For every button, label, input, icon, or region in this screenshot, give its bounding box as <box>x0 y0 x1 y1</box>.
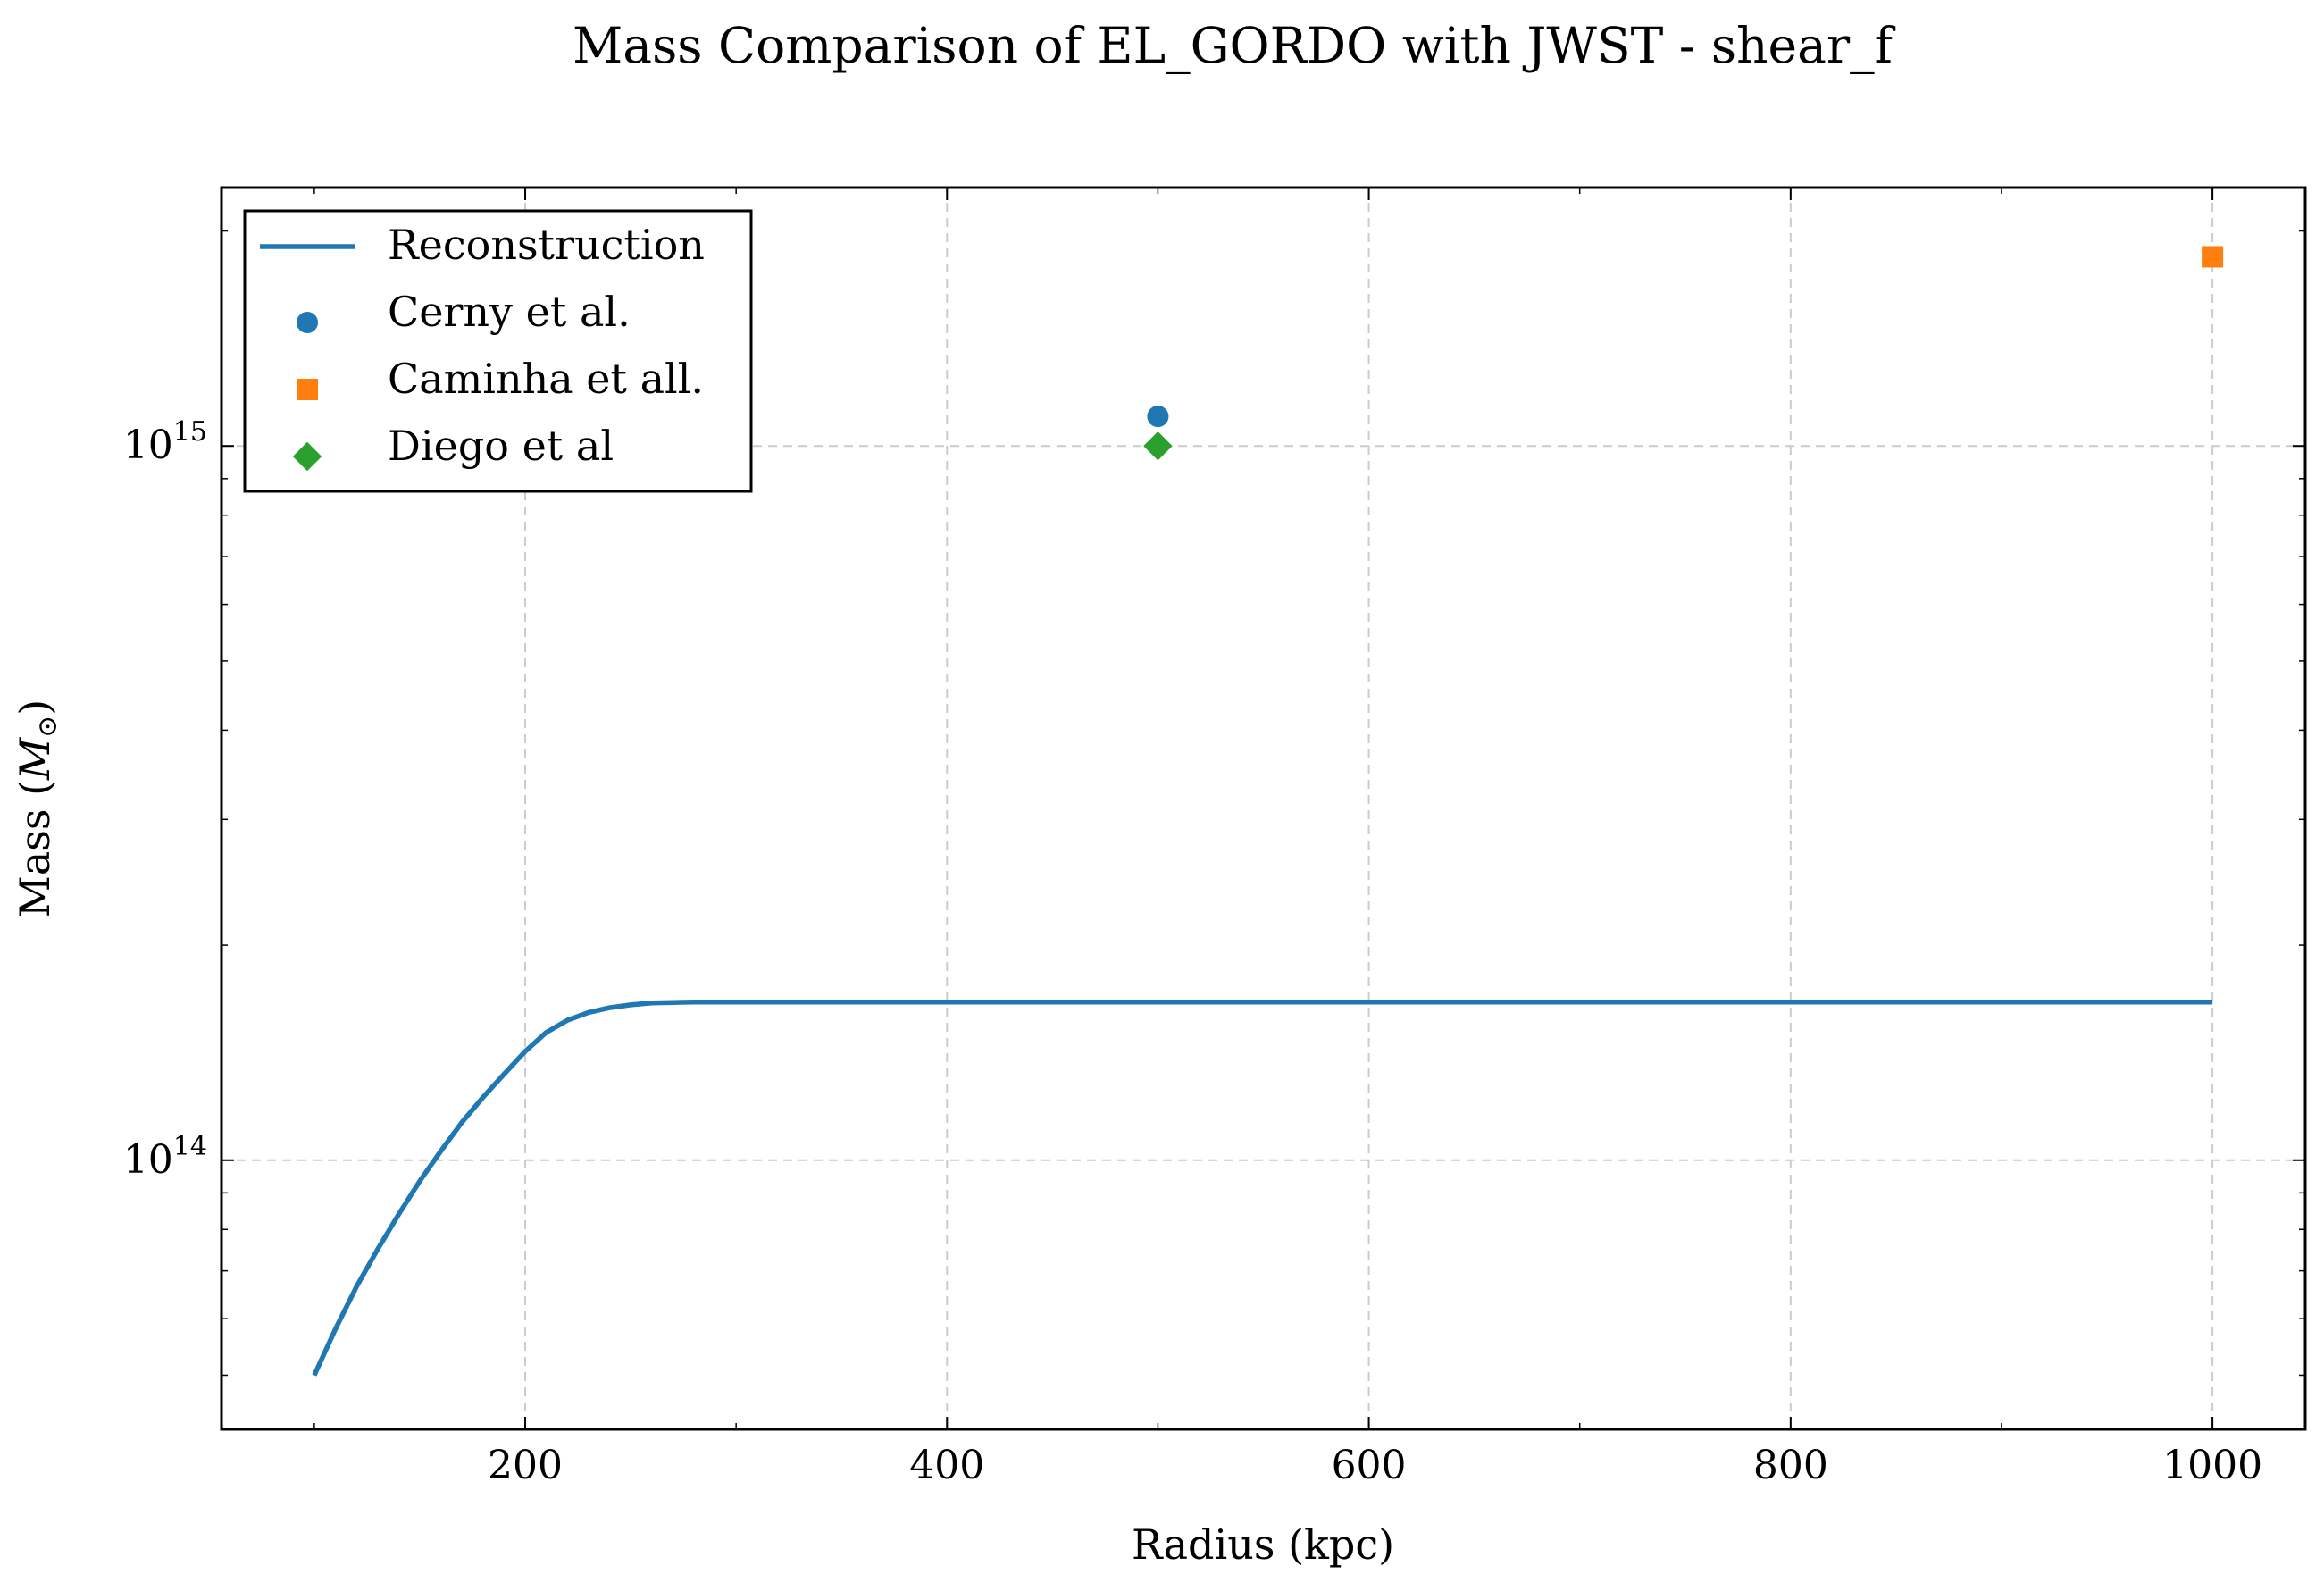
legend-swatch-square <box>297 379 318 400</box>
y-axis-label-text: Mass ( <box>11 780 59 917</box>
legend: Reconstruction Cerny et al. Caminha et all… <box>243 209 753 493</box>
x-tick-label: 600 <box>1332 1443 1407 1488</box>
y-axis-label: Mass (M⊙) <box>11 699 63 918</box>
data-point-diamond <box>1143 431 1173 461</box>
plot-series <box>312 246 2224 1377</box>
y-axis-label-group: Mass (M⊙) <box>11 699 63 918</box>
legend-swatch-diamond <box>292 441 322 472</box>
y-axis-label-subscript: ⊙ <box>32 716 63 738</box>
legend-label: Diego et al <box>388 422 614 470</box>
y-axis-label-close: ) <box>11 699 59 716</box>
plot-area-frame <box>220 186 2307 1431</box>
grid-lines <box>222 188 2305 1429</box>
x-tick-label: 1000 <box>2162 1443 2262 1488</box>
x-tick-label: 800 <box>1753 1443 1828 1488</box>
y-axis-label-symbol: M <box>11 736 59 781</box>
y-tick-label: 1015 <box>123 416 207 468</box>
legend-label: Caminha et all. <box>388 355 704 403</box>
legend-swatch-circle <box>297 312 318 333</box>
series-line-reconstruction <box>312 999 2213 1377</box>
chart-title: Mass Comparison of EL_GORDO with JWST - … <box>573 17 1896 74</box>
x-tick-label: 400 <box>909 1443 984 1488</box>
data-point-circle <box>1147 406 1169 428</box>
legend-box <box>243 209 753 493</box>
x-tick-label: 200 <box>488 1443 563 1488</box>
legend-label: Reconstruction <box>388 221 705 269</box>
x-axis-label: Radius (kpc) <box>1132 1520 1394 1569</box>
y-tick-label: 1014 <box>123 1131 207 1183</box>
data-point-square <box>2202 246 2224 268</box>
legend-label: Cerny et al. <box>388 288 631 336</box>
axis-ticks: 200 400 600 800 1000 1014 1015 <box>123 188 2305 1488</box>
